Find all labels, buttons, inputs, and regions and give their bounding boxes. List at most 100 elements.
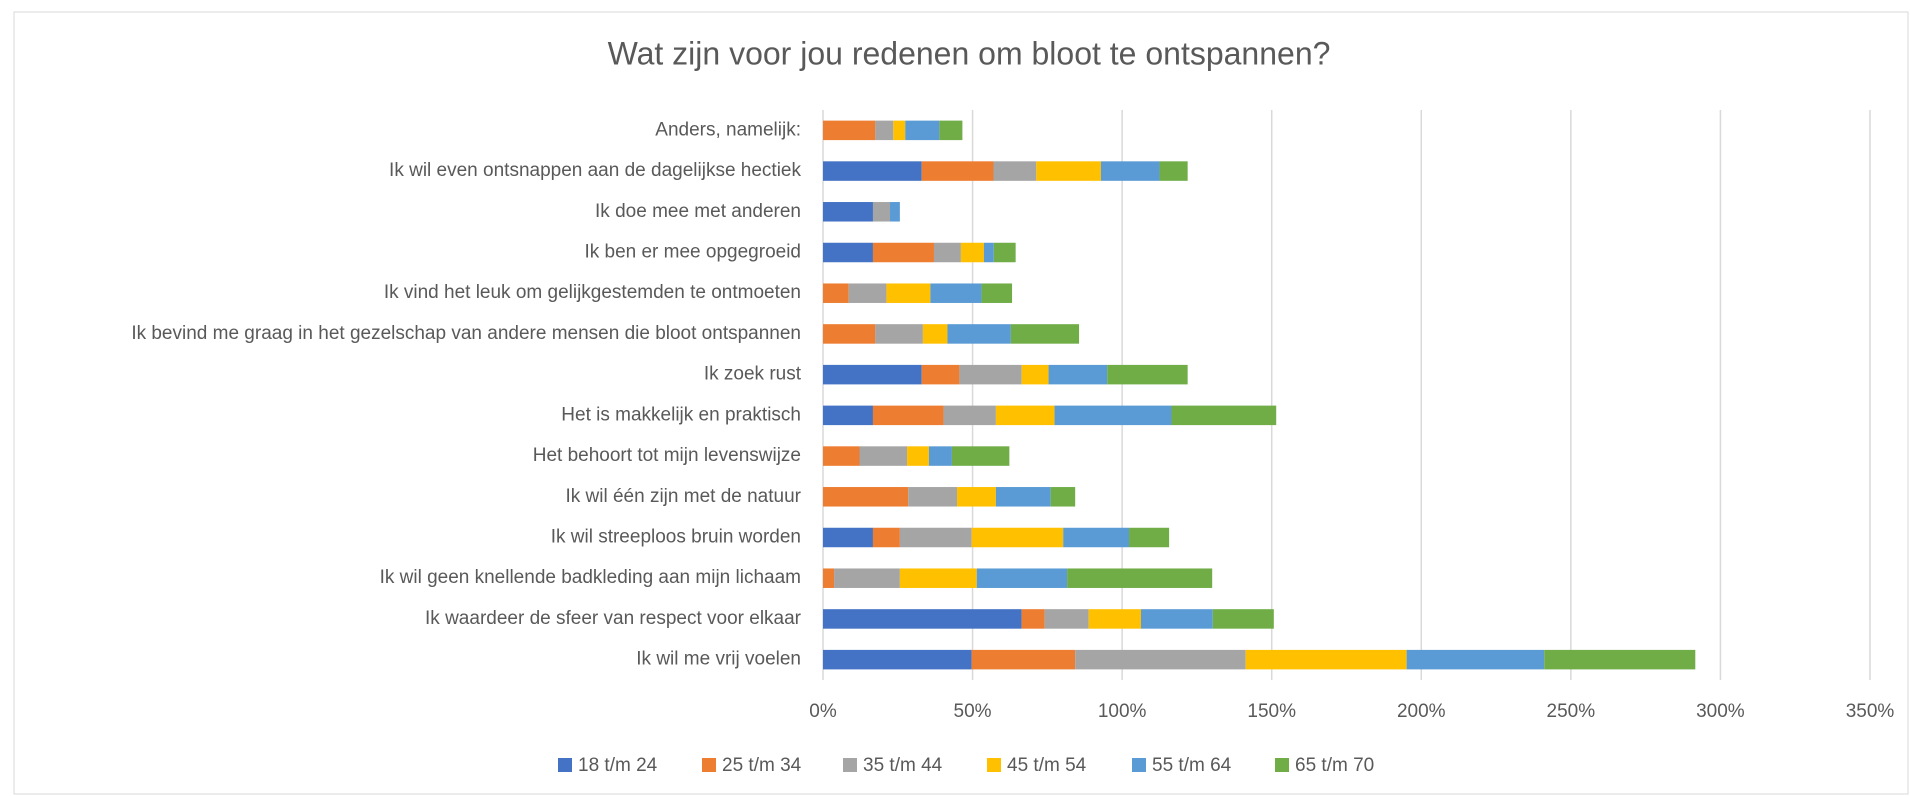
bar-segment [908, 487, 958, 507]
y-tick-label: Ik wil één zijn met de natuur [565, 486, 801, 507]
bar-segment [834, 568, 900, 588]
bar-segment [1067, 568, 1213, 588]
y-tick-label: Anders, namelijk: [655, 119, 801, 140]
bar-segment [1245, 649, 1407, 670]
bar-segment [1054, 405, 1172, 426]
bar-segment [1140, 609, 1213, 629]
bar-segment [1159, 161, 1188, 181]
legend-label: 25 t/m 34 [722, 755, 802, 776]
bar-segment [823, 364, 922, 385]
y-tick-label: Ik waardeer de sfeer van respect voor el… [425, 608, 802, 629]
x-tick-label: 0% [809, 701, 837, 722]
x-tick-label: 250% [1547, 701, 1596, 722]
y-tick-label: Ik wil geen knellende badkleding aan mij… [380, 567, 801, 588]
bar-segment [886, 283, 931, 303]
bar-segment [933, 242, 961, 263]
y-tick-label: Ik ben er mee opgegroeid [584, 242, 801, 263]
bar-segment [823, 324, 876, 344]
x-tick-label: 50% [954, 701, 992, 722]
y-tick-label: Ik vind het leuk om gelijkgestemden te o… [384, 282, 801, 303]
bar-segment [899, 568, 977, 588]
bar-segment [971, 527, 1064, 548]
bar-segment [943, 405, 996, 426]
bar-segment [1107, 364, 1188, 385]
bar-segment [1129, 527, 1170, 548]
bar-segment [957, 487, 996, 507]
bar-segment [995, 405, 1055, 426]
bar-segment [1048, 364, 1108, 385]
bar-segment [930, 283, 982, 303]
bar-segment [981, 283, 1013, 303]
y-tick-label: Het is makkelijk en praktisch [561, 404, 801, 425]
bar-segment [1021, 364, 1049, 385]
y-tick-label: Ik zoek rust [704, 364, 802, 385]
bar-segment [875, 120, 894, 141]
y-tick-label: Het behoort tot mijn levenswijze [533, 445, 801, 466]
bar-segment [872, 405, 944, 426]
bar-segment [976, 568, 1068, 588]
bar-segment [959, 364, 1022, 385]
legend-label: 35 t/m 44 [863, 755, 943, 776]
bar-segment [921, 161, 994, 181]
bar-segment [1088, 609, 1141, 629]
bar-segment [939, 120, 963, 141]
legend-label: 65 t/m 70 [1295, 755, 1374, 776]
legend-swatch [987, 758, 1001, 772]
bar-segment [921, 364, 960, 385]
chart-title: Wat zijn voor jou redenen om bloot te on… [608, 35, 1331, 71]
x-tick-label: 350% [1846, 701, 1895, 722]
bar-segment [993, 161, 1037, 181]
legend-swatch [558, 758, 572, 772]
x-tick-label: 200% [1397, 701, 1446, 722]
bar-segment [971, 649, 1076, 670]
bar-segment [960, 242, 984, 263]
legend-label: 45 t/m 54 [1007, 755, 1087, 776]
y-tick-label: Ik doe mee met anderen [595, 201, 801, 222]
bar-segment [993, 242, 1016, 263]
bar-segment [951, 446, 1010, 466]
bar-segment [823, 120, 876, 141]
bar-segment [905, 120, 940, 141]
legend-swatch [702, 758, 716, 772]
bar-segment [1171, 405, 1277, 426]
bar-segment [947, 324, 1011, 344]
x-tick-label: 150% [1247, 701, 1296, 722]
x-tick-label: 300% [1696, 701, 1745, 722]
chart-border [13, 11, 1909, 795]
bar-segment [890, 202, 900, 222]
bar-segment [899, 527, 972, 548]
bar-segment [823, 568, 835, 588]
bar-segment [1406, 649, 1545, 670]
bar-segment [823, 242, 873, 263]
bar-segment [1544, 649, 1696, 670]
y-tick-label: Ik wil even ontsnappen aan de dagelijkse… [389, 160, 801, 181]
bar-segment [872, 242, 934, 263]
legend-swatch [1275, 758, 1289, 772]
bar-segment [995, 487, 1051, 507]
bar-segment [848, 283, 887, 303]
bar-segment [922, 324, 948, 344]
x-tick-label: 100% [1098, 701, 1147, 722]
bar-segment [823, 609, 1022, 629]
bar-segment [823, 446, 860, 466]
bar-segment [983, 242, 994, 263]
y-tick-label: Ik wil me vrij voelen [636, 649, 801, 670]
bar-segment [872, 202, 891, 222]
bar-segment [823, 487, 909, 507]
bar-segment [1212, 609, 1274, 629]
bar-segment [1050, 487, 1076, 507]
bar-segment [893, 120, 906, 141]
bar-segment [823, 283, 849, 303]
bar-segment [823, 649, 972, 670]
y-tick-label: Ik bevind me graag in het gezelschap van… [131, 323, 801, 344]
bar-segment [1036, 161, 1101, 181]
legend-swatch [1132, 758, 1146, 772]
legend-label: 18 t/m 24 [578, 755, 658, 776]
bar-segment [875, 324, 923, 344]
bar-segment [823, 161, 922, 181]
bar-segment [859, 446, 908, 466]
bar-segment [1010, 324, 1080, 344]
bar-segment [1100, 161, 1160, 181]
legend-label: 55 t/m 64 [1152, 755, 1232, 776]
